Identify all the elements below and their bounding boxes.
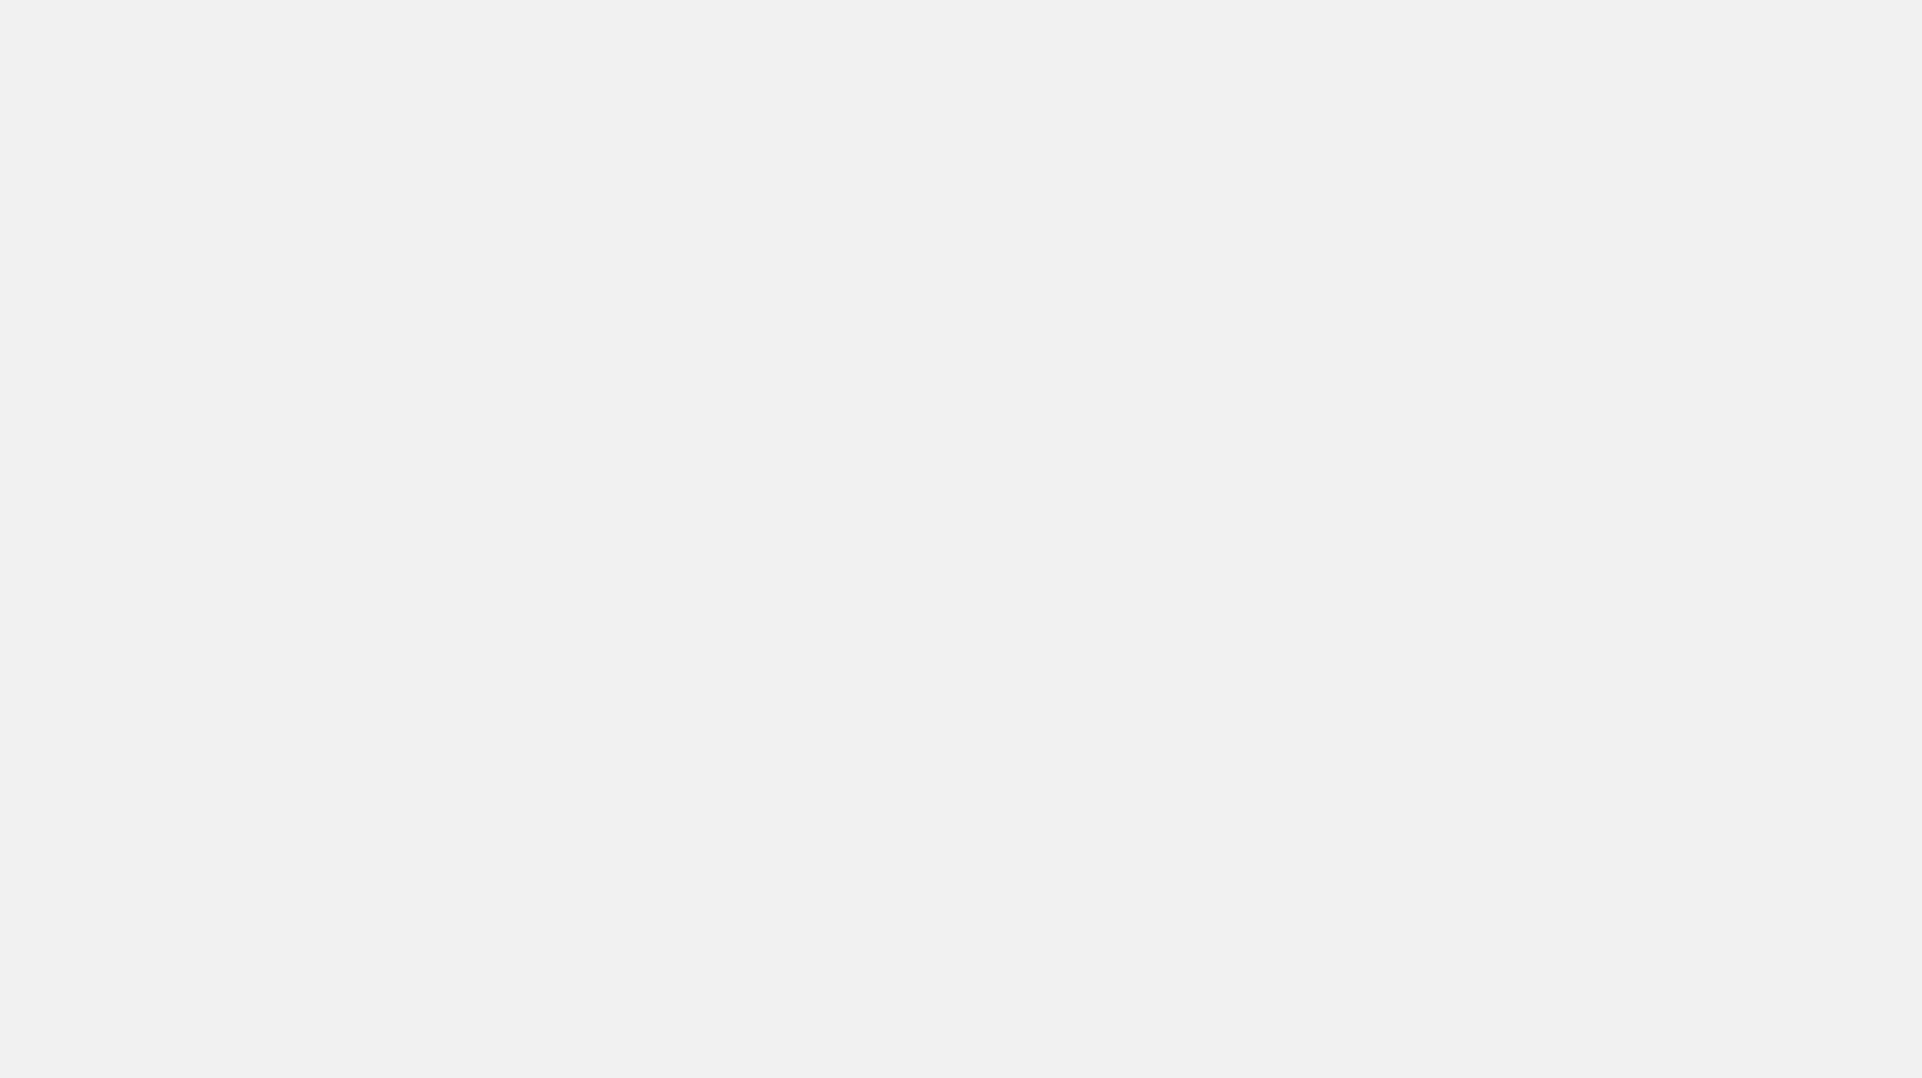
app-window: [0, 0, 1922, 1077]
page: (() => { const data = JSON.parse(documen…: [0, 0, 1922, 1078]
